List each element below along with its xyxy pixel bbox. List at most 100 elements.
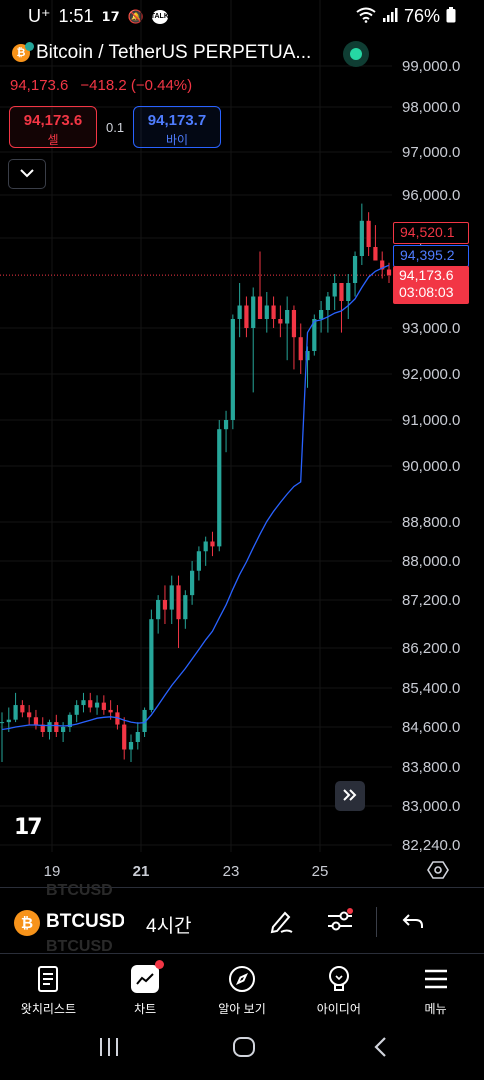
candle-body [210,541,215,547]
last-price-tag: 94,173.6 03:08:03 [393,266,469,304]
candle-body [332,283,337,297]
candle-body [149,619,154,710]
indicator-sliders-icon[interactable] [325,907,355,937]
nav-menu[interactable]: 메뉴 [387,954,484,1027]
drawing-pen-icon[interactable] [266,907,296,937]
moving-average-line [1,264,390,731]
bitcoin-icon: ₿ [12,42,34,62]
x-axis-tick-label: 21 [133,863,150,880]
battery-icon [446,7,456,26]
x-axis-tick-label: 25 [312,863,329,880]
ghost-symbol-bottom: BTCUSD [46,938,113,955]
candle-body [6,719,11,723]
candle-body [81,700,86,706]
candle-body [115,712,120,725]
candle-body [190,570,195,596]
candle-body [230,319,235,420]
tradingview-logo[interactable]: 17 [14,815,43,840]
candle-body [40,724,45,732]
sell-button[interactable]: 94,173.6 셀 [9,106,97,148]
undo-icon[interactable] [398,907,428,937]
menu-icon [387,964,484,994]
bell-off-icon: 🔕 [127,8,144,24]
sell-price: 94,173.6 [23,112,83,129]
candle-body [366,220,371,247]
last-price-tag-value: 94,173.6 [399,267,454,283]
y-axis-tick-label: 85,400.0 [402,680,460,697]
candle-body [319,310,324,319]
candle-body [380,260,385,270]
nav-chart[interactable]: 차트 [97,954,194,1027]
candle-body [352,256,358,283]
y-axis-tick-label: 83,800.0 [402,759,460,776]
candle-body [339,283,344,301]
candle-body [203,541,208,552]
hexagon-settings-icon [427,861,449,885]
recents-icon[interactable] [98,1035,120,1066]
candle-body [27,712,32,718]
compass-icon [194,964,291,994]
collapse-button[interactable] [8,159,46,189]
candle-body [244,305,249,328]
buy-button[interactable]: 94,173.7 바이 [133,106,221,148]
chevrons-right-icon [342,786,358,807]
toolbar-divider [376,907,377,937]
chart-settings-button[interactable] [427,859,449,881]
wifi-icon [356,7,376,26]
candle-body [346,283,351,301]
scroll-to-realtime-button[interactable] [335,781,365,811]
candle-body [61,727,66,732]
sell-label: 셀 [47,133,59,147]
x-axis-tick-label: 19 [44,863,61,880]
nav-menu-label: 메뉴 [424,1002,447,1016]
candle-body [94,702,100,708]
watchlist-icon [0,964,97,994]
symbol-selector[interactable]: BTCUSD [46,911,124,932]
candle-body [33,717,39,725]
candle-body [162,600,168,610]
candle-body [291,310,297,338]
chart-icon-wrap [97,960,194,994]
candle-body [13,705,18,720]
bitcoin-icon[interactable]: ₿ [14,910,40,936]
candle-body [312,319,317,351]
candle-body [271,305,276,319]
candle-body [20,705,25,713]
nav-watchlist[interactable]: 왓치리스트 [0,954,97,1027]
y-axis-tick-label: 88,000.0 [402,553,460,570]
buy-price: 94,173.7 [147,112,207,129]
interval-selector[interactable]: 4시간 [146,916,192,937]
symbol-title[interactable]: Bitcoin / TetherUS PERPETUA... [36,42,312,63]
candle-body [386,269,392,276]
candle-body [101,702,106,710]
candle-body [373,247,378,261]
symbol-header[interactable]: ₿ Bitcoin / TetherUS PERPETUA... [12,42,311,64]
notification-dot [155,960,165,969]
nav-ideas[interactable]: 아이디어 [290,954,387,1027]
carrier-label: U⁺ [28,6,51,26]
system-nav-bar [0,1027,484,1080]
y-axis-tick-label: 83,000.0 [402,798,460,815]
candle-body [67,714,72,727]
bar-countdown: 03:08:03 [399,284,454,300]
candle-body [196,551,201,571]
candle-body [251,296,256,328]
price-chart[interactable]: 99,000.098,000.097,000.096,000.095,000.0… [0,0,484,890]
candle-body [169,585,174,610]
back-icon[interactable] [372,1035,388,1066]
candle-body [237,305,242,319]
market-open-icon[interactable] [343,41,369,67]
signal-icon [382,8,398,25]
candle-body [0,722,5,724]
candle-body [217,429,222,547]
candle-body [298,337,303,361]
nav-explore[interactable]: 알아 보기 [194,954,291,1027]
battery-level: 76% [403,6,440,26]
y-axis-tick-label: 96,000.0 [402,187,460,204]
candle-body [305,351,310,361]
home-icon[interactable] [232,1035,256,1066]
candle-body [183,595,188,620]
candle-body [108,709,113,713]
candle-body [74,705,79,715]
candle-body [223,420,229,430]
